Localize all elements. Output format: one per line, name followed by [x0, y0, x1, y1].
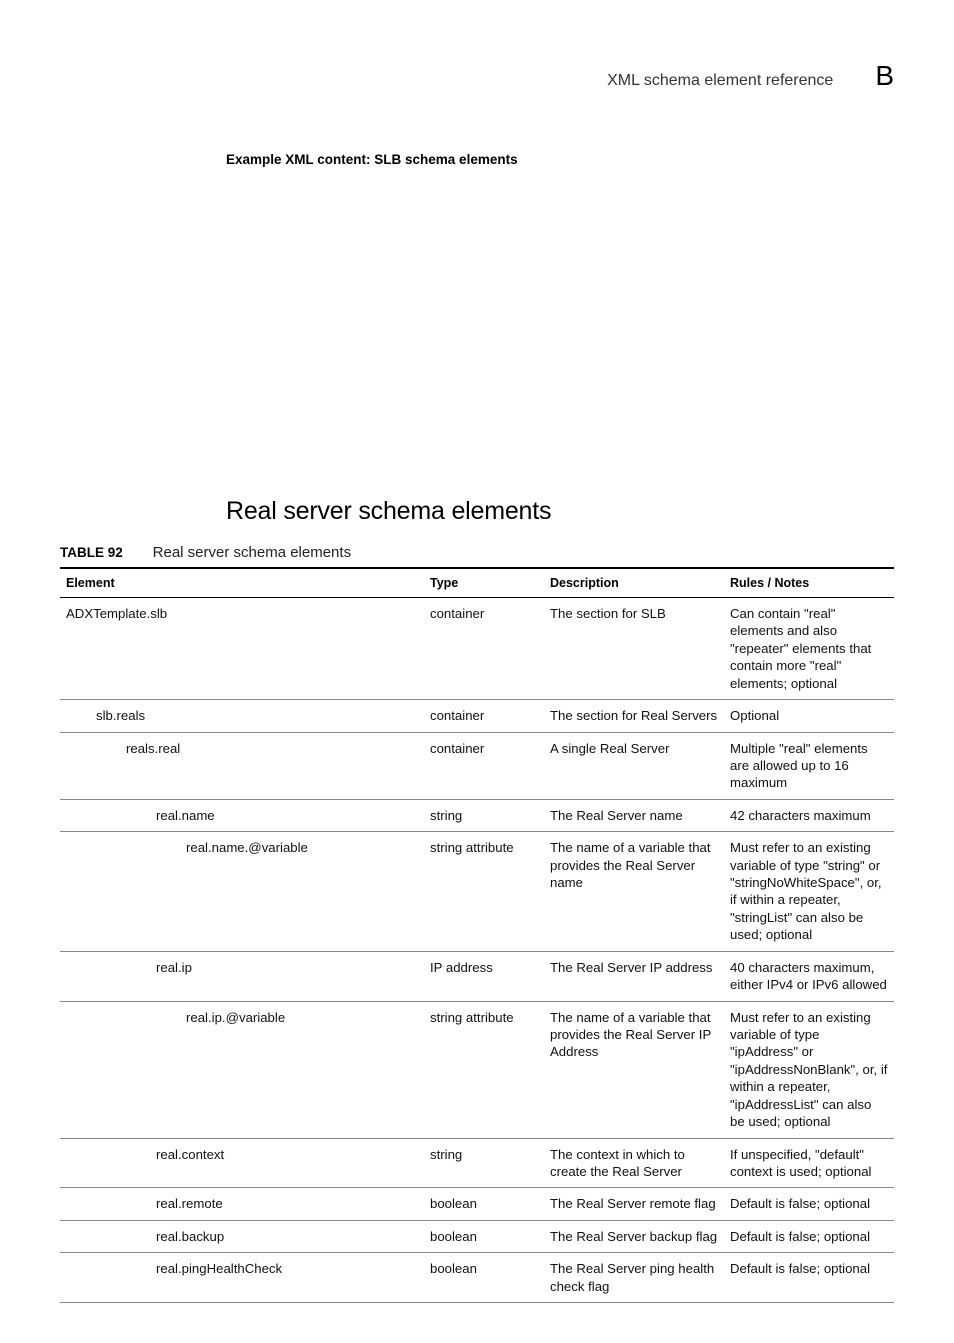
col-header-description: Description — [550, 568, 730, 598]
table-row: real.ipIP addressThe Real Server IP addr… — [60, 951, 894, 1001]
section-heading: Real server schema elements — [226, 497, 894, 526]
table-row: real.ip.@variablestring attributeThe nam… — [60, 1001, 894, 1138]
table-row: real.pingHealthCheckbooleanThe Real Serv… — [60, 1253, 894, 1303]
col-header-rules: Rules / Notes — [730, 568, 894, 598]
cell-type: boolean — [430, 1188, 550, 1220]
table-header-row: Element Type Description Rules / Notes — [60, 568, 894, 598]
cell-element: real.remote — [60, 1188, 430, 1220]
cell-rules: 42 characters maximum — [730, 799, 894, 831]
cell-type: string attribute — [430, 1001, 550, 1138]
cell-description: The section for Real Servers — [550, 700, 730, 732]
cell-type: container — [430, 732, 550, 799]
cell-rules: Default is false; optional — [730, 1253, 894, 1303]
cell-rules: Multiple "real" elements are allowed up … — [730, 732, 894, 799]
cell-description: The Real Server name — [550, 799, 730, 831]
table-row: ADXTemplate.slbcontainerThe section for … — [60, 598, 894, 700]
cell-element: real.pingHealthCheck — [60, 1253, 430, 1303]
table-row: slb.realscontainerThe section for Real S… — [60, 700, 894, 732]
table-number-label: TABLE 92 — [60, 545, 123, 560]
cell-description: The Real Server remote flag — [550, 1188, 730, 1220]
cell-element: ADXTemplate.slb — [60, 598, 430, 700]
cell-description: The name of a variable that provides the… — [550, 1001, 730, 1138]
appendix-letter: B — [875, 60, 894, 92]
cell-type: string — [430, 1138, 550, 1188]
cell-rules: Can contain "real" elements and also "re… — [730, 598, 894, 700]
cell-rules: Must refer to an existing variable of ty… — [730, 832, 894, 952]
table-row: real.name.@variablestring attributeThe n… — [60, 832, 894, 952]
cell-type: container — [430, 700, 550, 732]
cell-element: real.backup — [60, 1220, 430, 1252]
cell-description: A single Real Server — [550, 732, 730, 799]
example-caption: Example XML content: SLB schema elements — [226, 152, 894, 167]
cell-type: boolean — [430, 1253, 550, 1303]
cell-description: The name of a variable that provides the… — [550, 832, 730, 952]
cell-type: container — [430, 598, 550, 700]
cell-element: real.name — [60, 799, 430, 831]
cell-rules: 40 characters maximum, either IPv4 or IP… — [730, 951, 894, 1001]
table-caption-text: Real server schema elements — [153, 544, 351, 561]
cell-rules: Must refer to an existing variable of ty… — [730, 1001, 894, 1138]
table-row: reals.realcontainerA single Real ServerM… — [60, 732, 894, 799]
cell-element: real.context — [60, 1138, 430, 1188]
table-caption: TABLE 92 Real server schema elements — [60, 544, 894, 561]
table-row: real.remotebooleanThe Real Server remote… — [60, 1188, 894, 1220]
cell-type: IP address — [430, 951, 550, 1001]
table-row: real.backupbooleanThe Real Server backup… — [60, 1220, 894, 1252]
cell-description: The context in which to create the Real … — [550, 1138, 730, 1188]
col-header-element: Element — [60, 568, 430, 598]
cell-rules: If unspecified, "default" context is use… — [730, 1138, 894, 1188]
cell-description: The Real Server backup flag — [550, 1220, 730, 1252]
cell-element: real.ip.@variable — [60, 1001, 430, 1138]
cell-rules: Default is false; optional — [730, 1188, 894, 1220]
col-header-type: Type — [430, 568, 550, 598]
cell-element: real.ip — [60, 951, 430, 1001]
cell-type: string attribute — [430, 832, 550, 952]
cell-type: string — [430, 799, 550, 831]
table-row: real.contextstringThe context in which t… — [60, 1138, 894, 1188]
cell-rules: Default is false; optional — [730, 1220, 894, 1252]
page: XML schema element reference B Example X… — [0, 0, 954, 1343]
running-header-title: XML schema element reference — [607, 72, 833, 90]
schema-table: Element Type Description Rules / Notes A… — [60, 567, 894, 1303]
cell-element: reals.real — [60, 732, 430, 799]
table-body: ADXTemplate.slbcontainerThe section for … — [60, 598, 894, 1303]
cell-element: slb.reals — [60, 700, 430, 732]
running-header: XML schema element reference B — [60, 60, 894, 92]
cell-type: boolean — [430, 1220, 550, 1252]
cell-rules: Optional — [730, 700, 894, 732]
cell-description: The Real Server ping health check flag — [550, 1253, 730, 1303]
cell-element: real.name.@variable — [60, 832, 430, 952]
cell-description: The Real Server IP address — [550, 951, 730, 1001]
cell-description: The section for SLB — [550, 598, 730, 700]
table-row: real.namestringThe Real Server name42 ch… — [60, 799, 894, 831]
